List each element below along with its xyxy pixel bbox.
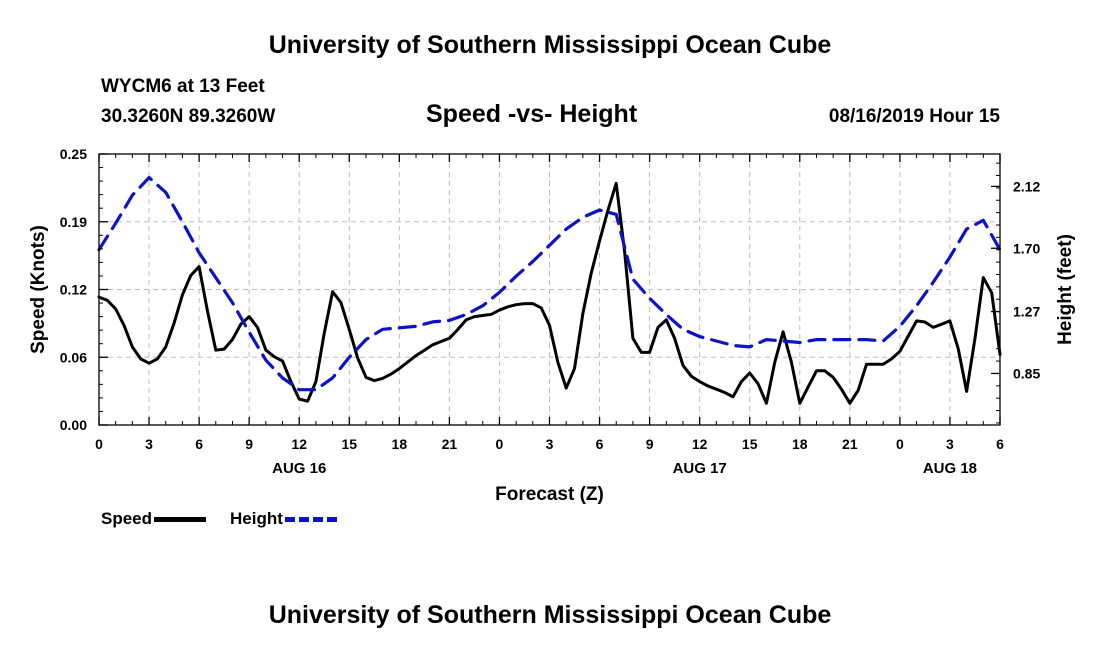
legend-height: Height: [230, 509, 337, 529]
x-tick-label: 21: [442, 436, 458, 452]
x-tick-label: 0: [896, 436, 904, 452]
y-tick-label: 0.00: [60, 417, 87, 433]
page-title: University of Southern Mississippi Ocean…: [268, 31, 832, 59]
footer-title: University of Southern Mississippi Ocean…: [268, 601, 832, 629]
x-tick-label: 3: [546, 436, 554, 452]
x-tick-label: 15: [742, 436, 758, 452]
legend-speed-label: Speed: [101, 509, 153, 528]
y2-tick-label: 0.85: [1013, 365, 1040, 381]
height-series-line: [97, 176, 1002, 392]
date-label: AUG 17: [673, 460, 727, 477]
x-tick-label: 3: [946, 436, 954, 452]
x-tick-label: 9: [646, 436, 654, 452]
forecast-date: 08/16/2019 Hour 15: [828, 106, 1000, 127]
x-axis-label: Forecast (Z): [495, 484, 604, 505]
x-tick-label: 6: [996, 436, 1004, 452]
x-tick-label: 21: [842, 436, 858, 452]
y-tick-label: 0.12: [60, 282, 87, 298]
y2-axis-label: Height (feet): [1055, 234, 1076, 345]
x-tick-label: 18: [792, 436, 808, 452]
date-label: AUG 18: [923, 460, 977, 477]
x-tick-label: 9: [245, 436, 253, 452]
chart-title: Speed -vs- Height: [426, 100, 638, 128]
x-tick-label: 3: [145, 436, 153, 452]
y-tick-label: 0.06: [60, 349, 87, 365]
y-tick-label: 0.19: [60, 214, 87, 230]
x-tick-label: 6: [195, 436, 203, 452]
legend-speed-swatch: [154, 516, 207, 522]
legend-height-label: Height: [230, 509, 283, 528]
legend-speed: Speed: [101, 509, 207, 529]
x-tick-label: 0: [496, 436, 504, 452]
date-label: AUG 16: [272, 460, 326, 477]
station-label: WYCM6 at 13 Feet: [101, 76, 265, 97]
speed-series-line: [97, 181, 1002, 405]
station-coordinates: 30.3260N 89.3260W: [101, 106, 276, 127]
x-tick-label: 18: [392, 436, 408, 452]
x-tick-label: 12: [692, 436, 708, 452]
legend-height-swatch: [284, 516, 337, 522]
y2-tick-label: 1.27: [1013, 304, 1040, 320]
x-tick-label: 0: [95, 436, 103, 452]
y-axis-label: Speed (Knots): [28, 225, 49, 354]
y2-tick-label: 2.12: [1013, 178, 1040, 194]
x-tick-label: 15: [341, 436, 357, 452]
x-tick-label: 6: [596, 436, 604, 452]
y-tick-label: 0.25: [60, 146, 87, 162]
x-tick-label: 12: [291, 436, 307, 452]
y2-tick-label: 1.70: [1013, 240, 1040, 256]
